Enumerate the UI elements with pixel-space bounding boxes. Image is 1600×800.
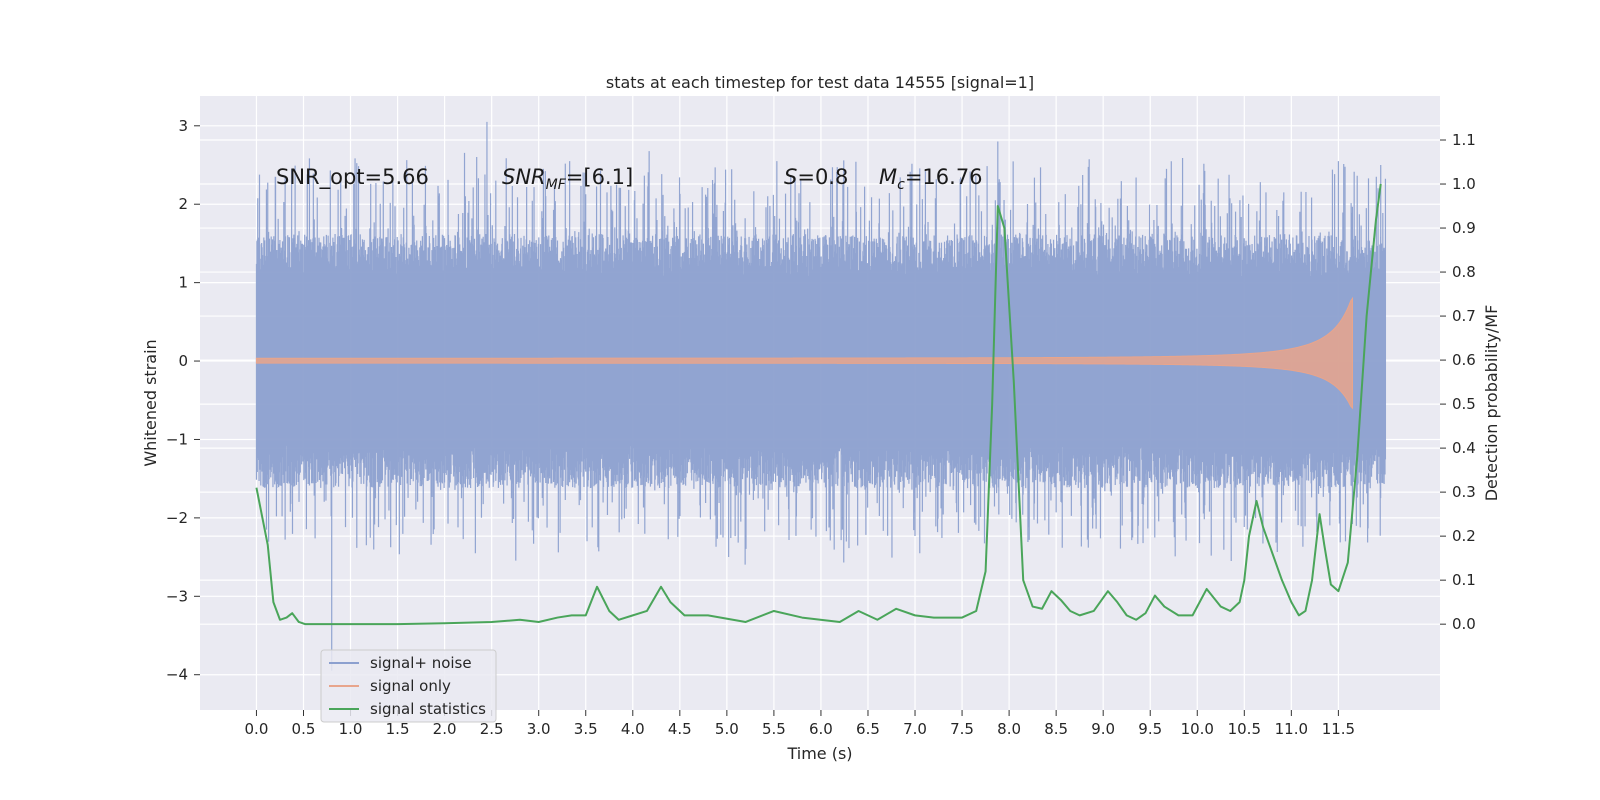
left-y-tick-label: 3: [178, 117, 188, 135]
x-tick-label: 6.5: [856, 720, 880, 738]
annotation-mc: Mc=16.76: [879, 165, 983, 193]
legend: signal+ noise signal only signal statist…: [320, 649, 497, 723]
left-y-tick-label: −4: [166, 666, 188, 684]
left-y-axis-title: Whitened strain: [141, 339, 160, 466]
left-y-tick-label: 1: [178, 274, 188, 292]
annotation-snr-mf-sub: MF: [546, 177, 567, 193]
x-tick-label: 2.0: [433, 720, 457, 738]
x-tick-label: 7.5: [950, 720, 974, 738]
x-tick-label: 8.5: [1044, 720, 1068, 738]
right-y-tick-label: 0.9: [1452, 219, 1476, 237]
right-y-tick-label: 0.5: [1452, 395, 1476, 413]
statistics-line: [255, 183, 1382, 626]
left-y-tick-label: −3: [166, 587, 188, 605]
x-tick-label: 4.0: [621, 720, 645, 738]
x-tick-label: 9.5: [1138, 720, 1162, 738]
signal-line: [255, 296, 1353, 410]
x-tick-labels: 0.0 0.5 1.0 1.5 2.0 2.5 3.0 3.5 4.0 4.5 5.0 5.5 6.0 6…: [245, 710, 1355, 738]
x-tick-label: 2.5: [480, 720, 504, 738]
left-y-tick-label: 0: [178, 352, 188, 370]
annotation-mc-sub: c: [897, 177, 905, 193]
signal-series: [255, 296, 1353, 410]
annotation-snr-mf-main: SNR: [502, 165, 546, 189]
x-tick-label: 9.0: [1091, 720, 1115, 738]
right-y-tick-label: 0.6: [1452, 351, 1476, 369]
left-y-tick-label: −1: [166, 430, 188, 448]
right-y-tick-label: 1.0: [1452, 175, 1476, 193]
x-tick-label: 0.0: [245, 720, 269, 738]
x-tick-label: 6.0: [809, 720, 833, 738]
x-tick-label: 10.0: [1181, 720, 1214, 738]
legend-label-signal: signal only: [370, 677, 451, 695]
legend-label-statistics: signal statistics: [370, 700, 486, 718]
statistics-series: [255, 183, 1382, 626]
annotation-snr-mf-value: =[6.1]: [566, 165, 633, 189]
right-y-tick-label: 0.0: [1452, 615, 1476, 633]
annotation-mc-main: M: [879, 165, 897, 189]
x-tick-label: 11.5: [1322, 720, 1355, 738]
annotation-mc-value: =16.76: [905, 165, 983, 189]
right-y-axis-title: Detection probability/MF: [1482, 305, 1501, 502]
right-y-tick-label: 0.8: [1452, 263, 1476, 281]
right-y-tick-label: 0.2: [1452, 527, 1476, 545]
x-tick-label: 7.0: [903, 720, 927, 738]
x-tick-label: 0.5: [292, 720, 316, 738]
legend-box: [320, 649, 497, 723]
annotation-snr-opt: SNR_opt=5.66: [276, 165, 429, 190]
annotation-s: S=0.8: [784, 165, 848, 189]
x-tick-label: 5.0: [715, 720, 739, 738]
right-y-tick-labels: 1.1 1.0 0.9 0.8 0.7 0.6 0.5 0.4 0.3 0.2 0.1 0.0: [1440, 131, 1476, 633]
x-tick-label: 8.0: [997, 720, 1021, 738]
x-tick-label: 3.0: [527, 720, 551, 738]
left-y-tick-label: 2: [178, 195, 188, 213]
right-y-tick-label: 0.3: [1452, 483, 1476, 501]
annotation-snr-mf: SNRMF=[6.1]: [502, 165, 633, 193]
left-y-tick-labels: 3 2 1 0 −1 −2 −3 −4: [166, 117, 200, 684]
legend-label-noise: signal+ noise: [370, 654, 472, 672]
left-y-tick-label: −2: [166, 509, 188, 527]
x-tick-label: 4.5: [668, 720, 692, 738]
x-tick-label: 5.5: [762, 720, 786, 738]
annotation-s-value: =0.8: [797, 165, 848, 189]
x-axis-title: Time (s): [786, 744, 852, 763]
chart-title: stats at each timestep for test data 145…: [606, 73, 1034, 92]
x-tick-label: 3.5: [574, 720, 598, 738]
right-y-tick-label: 1.1: [1452, 131, 1476, 149]
x-tick-label: 1.5: [386, 720, 410, 738]
x-tick-label: 11.0: [1275, 720, 1308, 738]
right-y-tick-label: 0.7: [1452, 307, 1476, 325]
annotation-s-main: S: [784, 165, 797, 189]
right-y-tick-label: 0.1: [1452, 571, 1476, 589]
right-y-tick-label: 0.4: [1452, 439, 1476, 457]
x-tick-label: 10.5: [1228, 720, 1261, 738]
x-tick-label: 1.0: [339, 720, 363, 738]
